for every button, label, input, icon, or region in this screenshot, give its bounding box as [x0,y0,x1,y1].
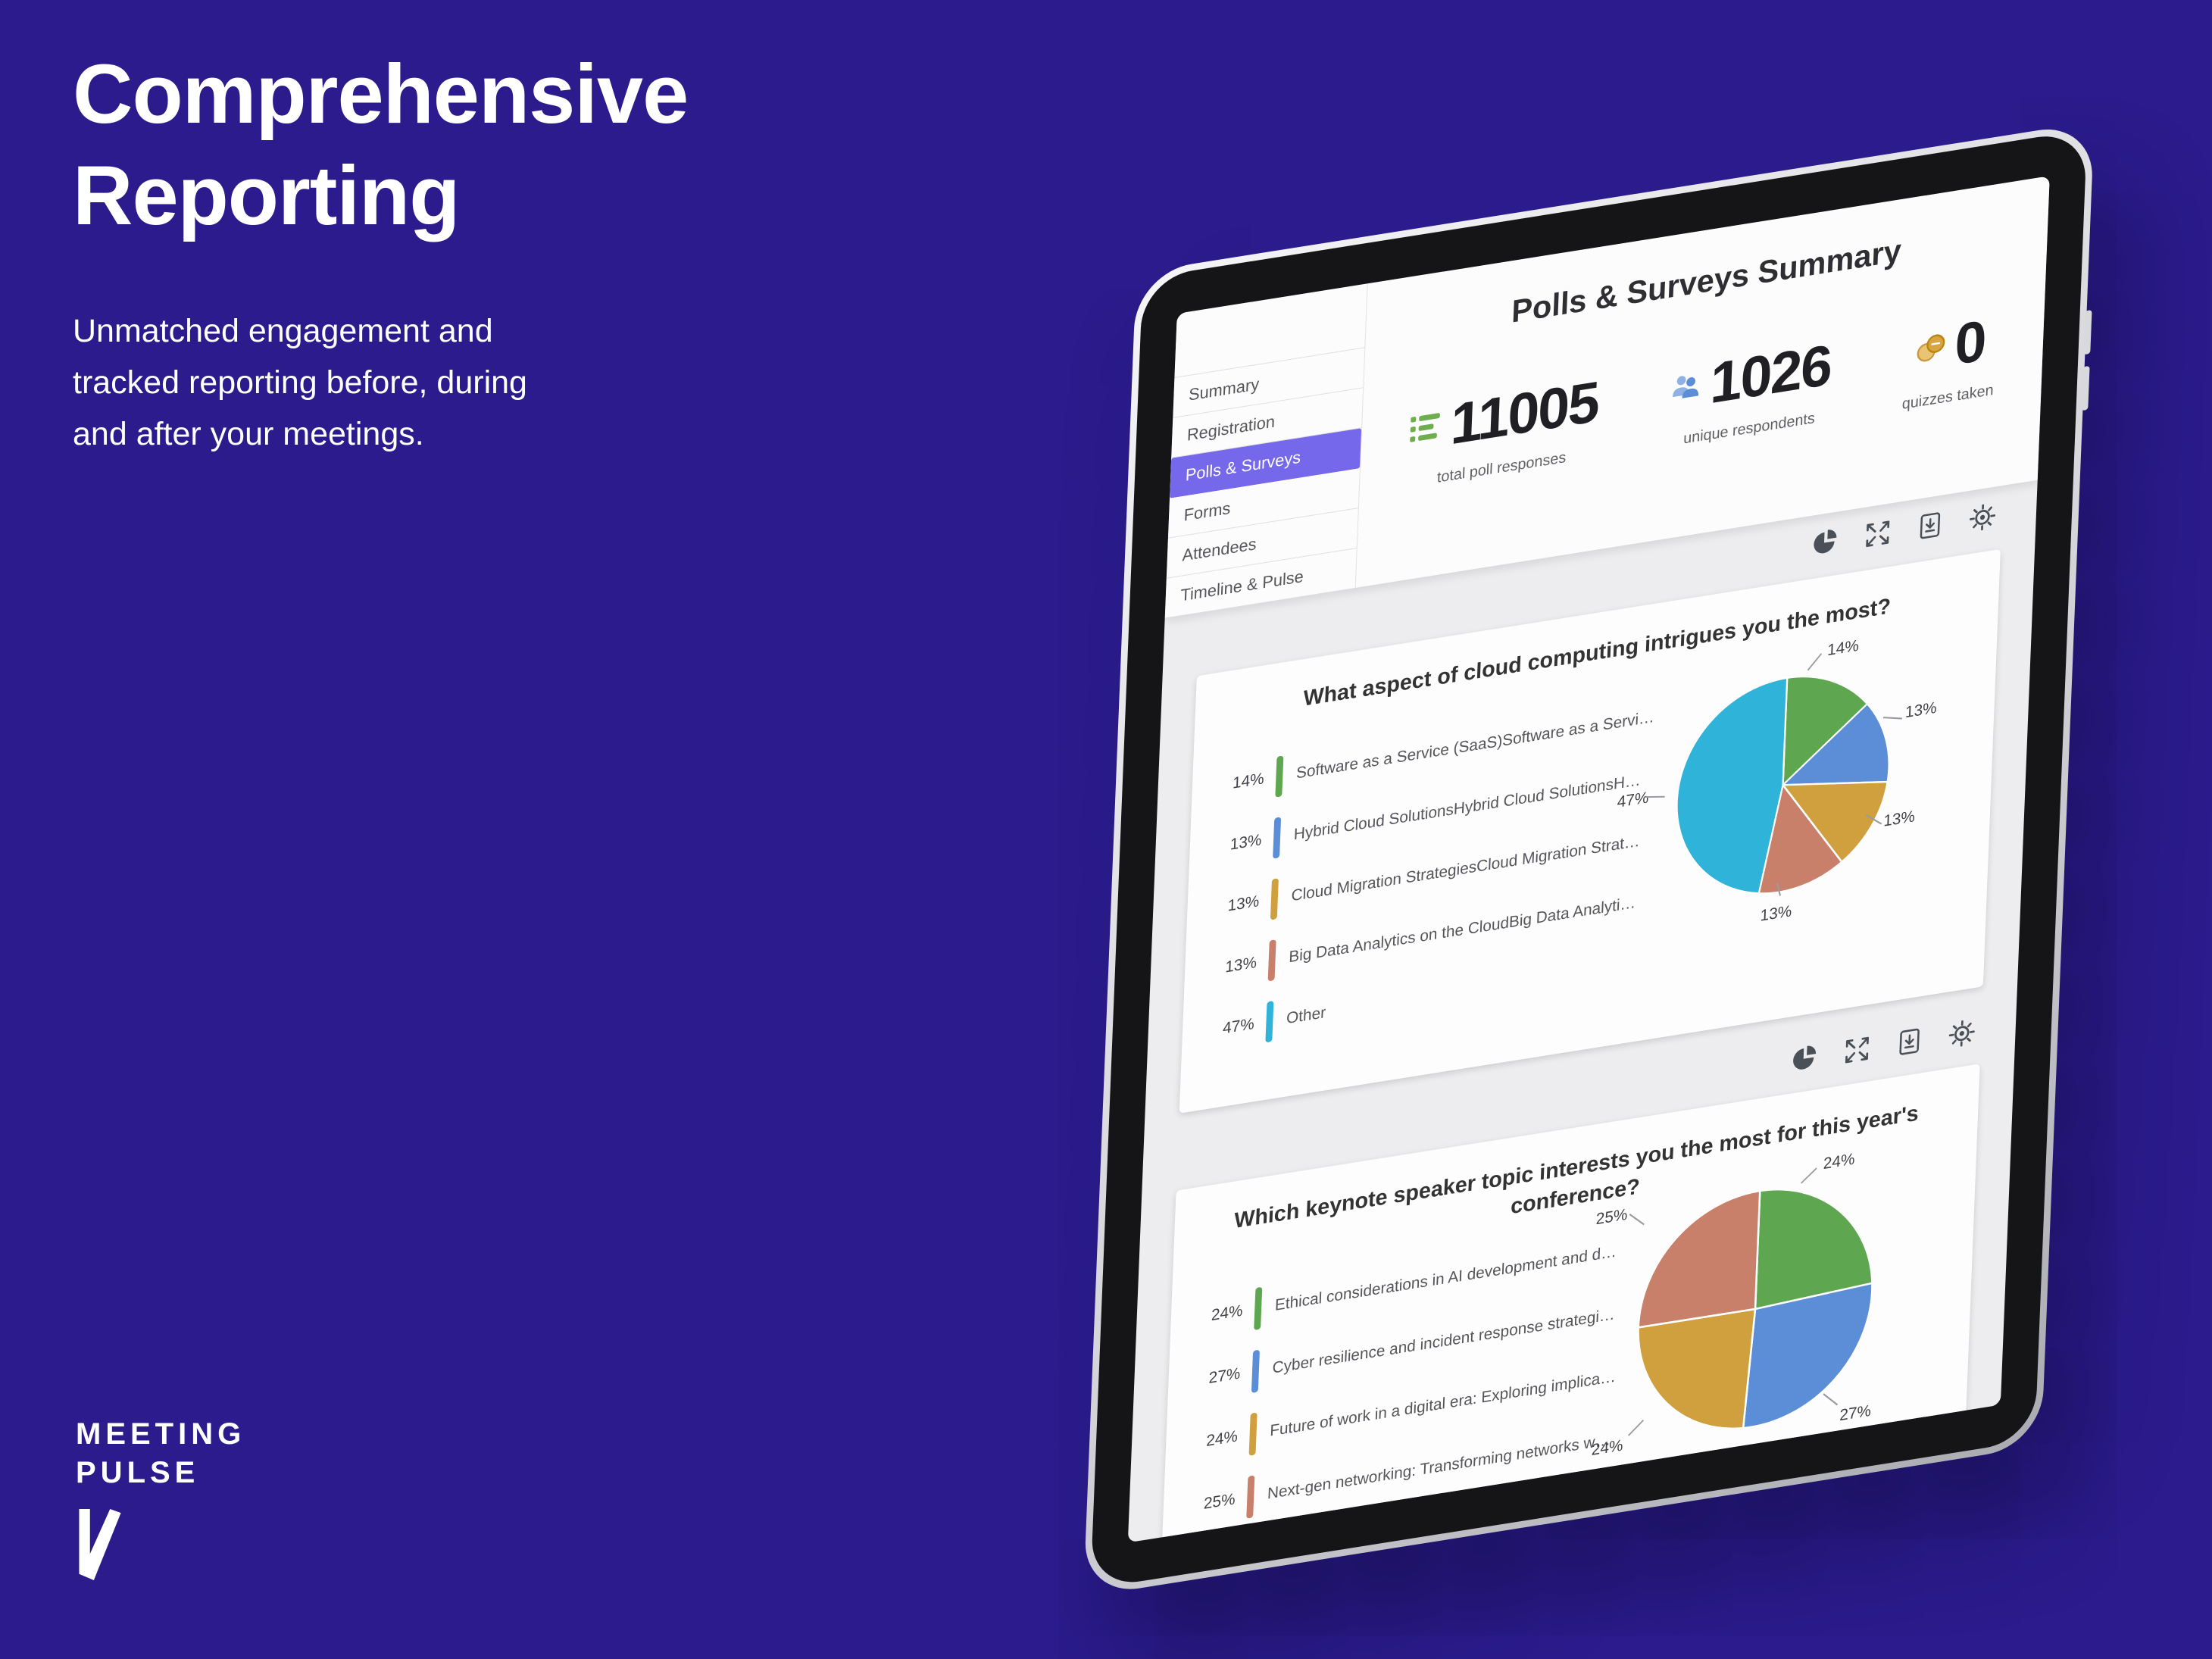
legend-pct: 13% [1227,892,1260,915]
pie-callout: 27% [1839,1401,1872,1425]
expand-icon[interactable] [1864,518,1892,550]
chart2-pie: 24% 27% 24% 25% [1591,1151,1881,1459]
pie-callout: 13% [1904,698,1938,722]
stat-value: 1026 [1709,333,1832,417]
legend-swatch [1251,1349,1260,1393]
chart2-toolbar [1791,1017,1976,1073]
stat-quizzes-taken: 0 quizzes taken [1901,308,1997,414]
pie-callout: 24% [1823,1150,1855,1173]
expand-icon[interactable] [1843,1034,1871,1066]
stat-total-poll-responses: 11005 total poll responses [1407,369,1600,492]
pie-callout: 47% [1617,788,1649,811]
summary-main: Polls & Surveys Summary [1355,176,2050,588]
volume-up-button [2083,309,2092,355]
export-icon[interactable] [1895,1026,1923,1058]
stats-row: 11005 total poll responses [1358,303,2045,499]
hero-subtitle: Unmatched engagement and tracked reporti… [73,313,527,453]
pie-callout: 14% [1826,636,1860,660]
callout-leader [1807,653,1823,671]
legend-pct: 13% [1224,954,1258,976]
report-sidebar: Summary Registration Polls & Surveys For… [1164,283,1368,619]
legend-swatch [1254,1286,1263,1331]
pie-chart-icon[interactable] [1791,1042,1819,1074]
legend-swatch [1273,817,1282,859]
legend-pct: 27% [1208,1364,1241,1388]
logo-word-meeting: MEETING [76,1417,246,1451]
pie-chart [1637,1188,1873,1430]
chart1-pie: 14% 13% 13% 13% 47% [1617,637,1937,925]
tablet-screen: Summary Registration Polls & Surveys For… [1127,176,2050,1543]
legend-pct: 24% [1211,1301,1243,1325]
chart-card-keynote-topic: Which keynote speaker topic interests yo… [1157,1064,1980,1543]
settings-icon[interactable] [1969,501,1997,533]
legend-pct: 24% [1205,1427,1239,1450]
chart1-toolbar [1811,501,1996,558]
chart-card-cloud-computing: What aspect of cloud computing intrigues… [1179,548,2001,1114]
legend-swatch [1265,1001,1274,1043]
hero-panel: Comprehensive Reporting Unmatched engage… [73,44,689,461]
page-title: Comprehensive Reporting [73,44,689,247]
stat-value: 0 [1954,308,1987,378]
pie-callout: 13% [1760,901,1792,925]
legend-pct: 14% [1232,770,1265,792]
logo-check-icon [76,1507,245,1586]
poll-responses-icon [1408,408,1444,451]
report-menu: Summary Registration Polls & Surveys For… [1164,347,1365,619]
export-icon[interactable] [1916,510,1944,542]
stat-unique-respondents: 1026 unique respondents [1669,333,1832,450]
legend-pct: 13% [1229,831,1262,854]
people-icon [1671,369,1704,407]
pie-chart [1676,675,1890,895]
tablet-mockup: Summary Registration Polls & Surveys For… [1083,121,2095,1598]
chart2-legend: 24% Ethical considerations in AI develop… [1193,1228,1637,1543]
legend-pct: 25% [1203,1490,1236,1513]
stat-label: unique respondents [1682,410,1816,448]
chart1-legend: 14% Software as a Service (SaaS)Software… [1212,698,1654,1071]
legend-label: Other [1286,1004,1326,1028]
pie-callout: 25% [1595,1205,1628,1229]
page-title-line1: Comprehensive [73,48,689,141]
stat-label: quizzes taken [1901,381,1995,413]
settings-icon[interactable] [1948,1017,1976,1049]
volume-down-button [2081,365,2090,411]
legend-swatch [1270,878,1279,920]
summary-card: Summary Registration Polls & Surveys For… [1164,176,2050,619]
legend-pct: 47% [1222,1014,1255,1038]
coins-icon [1914,330,1948,369]
stat-value: 11005 [1449,369,1600,458]
pie-callout: 13% [1882,808,1916,831]
pie-chart-icon[interactable] [1811,526,1839,558]
callout-leader [1645,796,1665,798]
tablet-bezel: Summary Registration Polls & Surveys For… [1090,129,2088,1589]
logo-word-pulse: PULSE [76,1456,200,1490]
legend-swatch [1246,1475,1255,1519]
legend-swatch [1275,755,1284,798]
legend-swatch [1267,939,1276,982]
page-title-line2: Reporting [73,149,460,243]
legend-swatch [1248,1412,1258,1456]
meetingpulse-logo: MEETING PULSE [76,1415,245,1586]
